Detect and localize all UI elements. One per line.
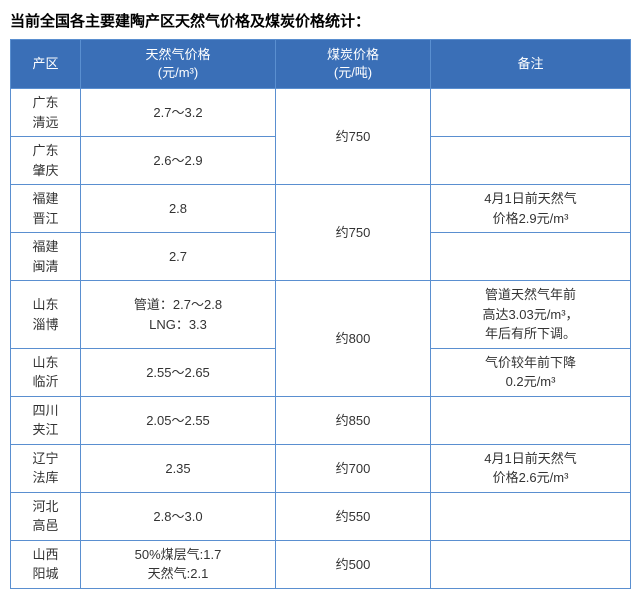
col-coal-l2: (元/吨): [334, 65, 372, 80]
table-row: 福建 晋江 2.8 约750 4月1日前天然气 价格2.9元/m³: [11, 185, 631, 233]
gas-l2: LNG：3.3: [149, 317, 207, 332]
cell-region: 福建 闽清: [11, 233, 81, 281]
region-l1: 四川: [32, 403, 58, 418]
cell-note: [431, 396, 631, 444]
cell-coal: 约500: [276, 540, 431, 588]
region-l2: 阳城: [32, 566, 58, 581]
cell-note: 管道天然气年前 高达3.03元/m³， 年后有所下调。: [431, 281, 631, 349]
cell-region: 河北 高邑: [11, 492, 81, 540]
cell-note: [431, 540, 631, 588]
table-row: 山西 阳城 50%煤层气:1.7 天然气:2.1 约500: [11, 540, 631, 588]
cell-region: 山东 临沂: [11, 348, 81, 396]
gas-l1: 管道：2.7～2.8: [134, 297, 222, 312]
region-l2: 淄博: [32, 317, 58, 332]
cell-region: 广东 清远: [11, 89, 81, 137]
cell-coal: 约850: [276, 396, 431, 444]
cell-gas: 2.05～2.55: [81, 396, 276, 444]
region-l1: 山东: [32, 355, 58, 370]
col-coal-l1: 煤炭价格: [327, 47, 379, 62]
region-l2: 临沂: [32, 374, 58, 389]
cell-gas: 2.7～3.2: [81, 89, 276, 137]
gas-l2: 天然气:2.1: [148, 566, 209, 581]
region-l2: 肇庆: [32, 163, 58, 178]
region-l1: 福建: [32, 239, 58, 254]
region-l1: 广东: [32, 143, 58, 158]
gas-l1: 50%煤层气:1.7: [135, 547, 222, 562]
region-l2: 晋江: [32, 211, 58, 226]
cell-coal: 约550: [276, 492, 431, 540]
cell-region: 四川 夹江: [11, 396, 81, 444]
cell-region: 辽宁 法库: [11, 444, 81, 492]
region-l2: 夹江: [32, 422, 58, 437]
region-l2: 闽清: [32, 259, 58, 274]
note-l3: 年后有所下调。: [485, 326, 576, 341]
note-l1: 4月1日前天然气: [484, 191, 576, 206]
table-row: 辽宁 法库 2.35 约700 4月1日前天然气 价格2.6元/m³: [11, 444, 631, 492]
note-l1: 管道天然气年前: [485, 287, 576, 302]
cell-gas: 2.6～2.9: [81, 137, 276, 185]
col-gas-l1: 天然气价格: [145, 47, 210, 62]
cell-coal: 约750: [276, 185, 431, 281]
note-l2: 高达3.03元/m³，: [482, 307, 578, 322]
cell-note: 4月1日前天然气 价格2.6元/m³: [431, 444, 631, 492]
cell-gas: 2.7: [81, 233, 276, 281]
col-gas-l2: (元/m³): [158, 65, 198, 80]
region-l1: 福建: [32, 191, 58, 206]
table-header-row: 产区 天然气价格 (元/m³) 煤炭价格 (元/吨) 备注: [11, 40, 631, 89]
note-l2: 0.2元/m³: [506, 374, 556, 389]
cell-gas: 2.8: [81, 185, 276, 233]
region-l1: 河北: [32, 499, 58, 514]
cell-gas: 2.55～2.65: [81, 348, 276, 396]
region-l2: 法库: [32, 470, 58, 485]
col-coal: 煤炭价格 (元/吨): [276, 40, 431, 89]
region-l1: 广东: [32, 95, 58, 110]
cell-coal: 约700: [276, 444, 431, 492]
table-row: 四川 夹江 2.05～2.55 约850: [11, 396, 631, 444]
cell-gas: 管道：2.7～2.8 LNG：3.3: [81, 281, 276, 349]
cell-coal: 约750: [276, 89, 431, 185]
table-row: 山东 淄博 管道：2.7～2.8 LNG：3.3 约800 管道天然气年前 高达…: [11, 281, 631, 349]
col-note: 备注: [431, 40, 631, 89]
region-l2: 高邑: [32, 518, 58, 533]
cell-note: [431, 137, 631, 185]
price-table: 产区 天然气价格 (元/m³) 煤炭价格 (元/吨) 备注 广东 清远 2.7～…: [10, 39, 631, 589]
cell-region: 山西 阳城: [11, 540, 81, 588]
region-l1: 辽宁: [32, 451, 58, 466]
table-row: 河北 高邑 2.8～3.0 约550: [11, 492, 631, 540]
region-l2: 清远: [32, 115, 58, 130]
cell-gas: 50%煤层气:1.7 天然气:2.1: [81, 540, 276, 588]
region-l1: 山西: [32, 547, 58, 562]
table-row: 广东 清远 2.7～3.2 约750: [11, 89, 631, 137]
cell-region: 山东 淄博: [11, 281, 81, 349]
cell-note: [431, 89, 631, 137]
cell-note: 4月1日前天然气 价格2.9元/m³: [431, 185, 631, 233]
cell-note: [431, 233, 631, 281]
region-l1: 山东: [32, 297, 58, 312]
note-l2: 价格2.6元/m³: [493, 470, 569, 485]
note-l2: 价格2.9元/m³: [493, 211, 569, 226]
cell-coal: 约800: [276, 281, 431, 397]
note-l1: 气价较年前下降: [485, 355, 576, 370]
cell-gas: 2.8～3.0: [81, 492, 276, 540]
col-gas: 天然气价格 (元/m³): [81, 40, 276, 89]
cell-note: [431, 492, 631, 540]
cell-region: 广东 肇庆: [11, 137, 81, 185]
cell-note: 气价较年前下降 0.2元/m³: [431, 348, 631, 396]
cell-gas: 2.35: [81, 444, 276, 492]
col-region: 产区: [11, 40, 81, 89]
cell-region: 福建 晋江: [11, 185, 81, 233]
page-title: 当前全国各主要建陶产区天然气价格及煤炭价格统计：: [10, 10, 632, 31]
note-l1: 4月1日前天然气: [484, 451, 576, 466]
